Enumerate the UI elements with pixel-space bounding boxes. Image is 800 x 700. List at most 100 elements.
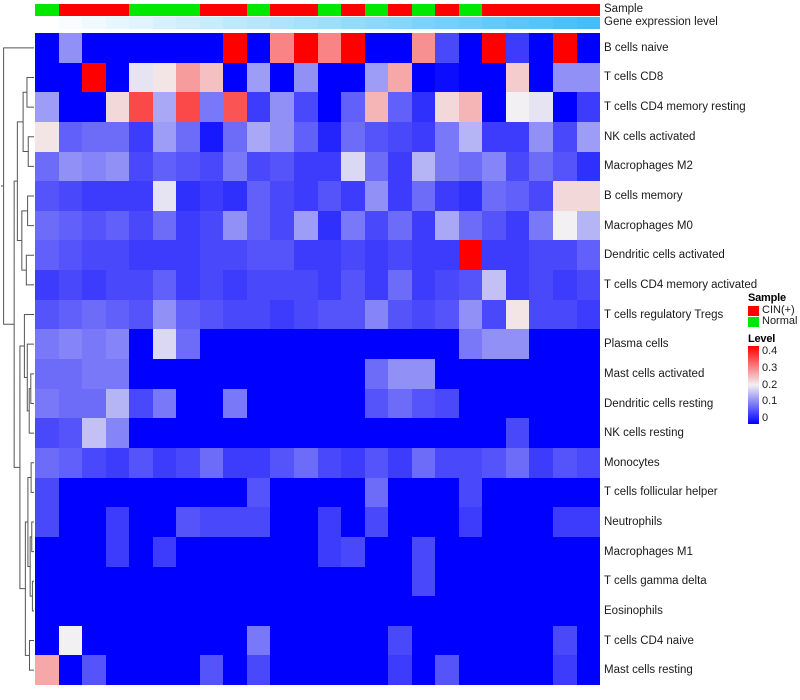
heatmap-cell[interactable] xyxy=(317,536,342,567)
heatmap-cell[interactable] xyxy=(529,359,554,389)
heatmap-cell[interactable] xyxy=(341,270,365,300)
heatmap-cell[interactable] xyxy=(317,210,342,241)
heatmap-cell[interactable] xyxy=(270,151,295,182)
heatmap-cell[interactable] xyxy=(317,151,342,182)
heatmap-cell[interactable] xyxy=(82,270,106,300)
heatmap-cell[interactable] xyxy=(35,210,59,241)
heatmap-cell[interactable] xyxy=(553,388,577,419)
heatmap-cell[interactable] xyxy=(35,477,59,508)
heatmap-cell[interactable] xyxy=(317,655,342,686)
heatmap-cell[interactable] xyxy=(341,447,365,478)
heatmap-cell[interactable] xyxy=(105,121,130,152)
heatmap-cell[interactable] xyxy=(341,359,365,389)
heatmap-cell[interactable] xyxy=(199,655,224,686)
heatmap-cell[interactable] xyxy=(58,418,83,448)
heatmap-cell[interactable] xyxy=(58,329,83,360)
heatmap-cell[interactable] xyxy=(199,181,224,211)
heatmap-cell[interactable] xyxy=(129,151,153,182)
heatmap-cell[interactable] xyxy=(505,507,530,537)
heatmap-cell[interactable] xyxy=(223,655,247,686)
heatmap-cell[interactable] xyxy=(576,418,601,448)
heatmap-cell[interactable] xyxy=(388,121,412,152)
heatmap-cell[interactable] xyxy=(246,151,271,182)
heatmap-cell[interactable] xyxy=(246,536,271,567)
heatmap-cell[interactable] xyxy=(411,596,436,626)
heatmap-cell[interactable] xyxy=(223,418,247,448)
heatmap-cell[interactable] xyxy=(576,151,601,182)
heatmap-cell[interactable] xyxy=(317,121,342,152)
heatmap-cell[interactable] xyxy=(199,596,224,626)
heatmap-cell[interactable] xyxy=(458,625,483,656)
heatmap-cell[interactable] xyxy=(270,388,295,419)
heatmap-cell[interactable] xyxy=(82,240,106,271)
heatmap-cell[interactable] xyxy=(505,33,530,63)
heatmap-cell[interactable] xyxy=(529,388,554,419)
heatmap-cell[interactable] xyxy=(317,447,342,478)
heatmap-cell[interactable] xyxy=(176,92,200,122)
heatmap-cell[interactable] xyxy=(388,477,412,508)
heatmap-cell[interactable] xyxy=(576,447,601,478)
heatmap-cell[interactable] xyxy=(411,566,436,597)
heatmap-cell[interactable] xyxy=(411,359,436,389)
heatmap-cell[interactable] xyxy=(435,359,459,389)
heatmap-cell[interactable] xyxy=(199,151,224,182)
heatmap-cell[interactable] xyxy=(317,625,342,656)
heatmap-cell[interactable] xyxy=(199,447,224,478)
heatmap-cell[interactable] xyxy=(482,655,506,686)
heatmap-cell[interactable] xyxy=(553,596,577,626)
heatmap-cell[interactable] xyxy=(35,151,59,182)
heatmap-cell[interactable] xyxy=(223,477,247,508)
heatmap-cell[interactable] xyxy=(246,655,271,686)
heatmap-cell[interactable] xyxy=(270,240,295,271)
heatmap-cell[interactable] xyxy=(576,121,601,152)
heatmap-cell[interactable] xyxy=(341,655,365,686)
heatmap-cell[interactable] xyxy=(129,210,153,241)
heatmap-cell[interactable] xyxy=(388,33,412,63)
heatmap-cell[interactable] xyxy=(364,329,389,360)
heatmap-cell[interactable] xyxy=(388,566,412,597)
heatmap-cell[interactable] xyxy=(435,418,459,448)
heatmap-cell[interactable] xyxy=(82,181,106,211)
heatmap-cell[interactable] xyxy=(482,566,506,597)
heatmap-cell[interactable] xyxy=(129,507,153,537)
heatmap-cell[interactable] xyxy=(223,359,247,389)
heatmap-cell[interactable] xyxy=(294,566,318,597)
heatmap-cell[interactable] xyxy=(435,299,459,330)
heatmap-cell[interactable] xyxy=(388,625,412,656)
heatmap-cell[interactable] xyxy=(458,388,483,419)
heatmap-cell[interactable] xyxy=(364,33,389,63)
heatmap-cell[interactable] xyxy=(411,536,436,567)
heatmap-cell[interactable] xyxy=(341,329,365,360)
heatmap-cell[interactable] xyxy=(482,181,506,211)
heatmap-cell[interactable] xyxy=(152,299,177,330)
heatmap-cell[interactable] xyxy=(435,210,459,241)
heatmap-cell[interactable] xyxy=(105,270,130,300)
heatmap-cell[interactable] xyxy=(553,270,577,300)
heatmap-cell[interactable] xyxy=(317,62,342,93)
heatmap-cell[interactable] xyxy=(58,240,83,271)
heatmap-cell[interactable] xyxy=(576,536,601,567)
heatmap-cell[interactable] xyxy=(529,507,554,537)
heatmap-cell[interactable] xyxy=(58,299,83,330)
heatmap-cell[interactable] xyxy=(82,447,106,478)
heatmap-cell[interactable] xyxy=(341,121,365,152)
heatmap-cell[interactable] xyxy=(82,655,106,686)
heatmap-cell[interactable] xyxy=(270,655,295,686)
heatmap-cell[interactable] xyxy=(529,477,554,508)
heatmap-cell[interactable] xyxy=(341,151,365,182)
heatmap-cell[interactable] xyxy=(35,536,59,567)
heatmap-cell[interactable] xyxy=(105,33,130,63)
heatmap-cell[interactable] xyxy=(341,477,365,508)
heatmap-cell[interactable] xyxy=(35,181,59,211)
heatmap-cell[interactable] xyxy=(388,270,412,300)
heatmap-cell[interactable] xyxy=(58,655,83,686)
heatmap-cell[interactable] xyxy=(576,329,601,360)
heatmap-cell[interactable] xyxy=(411,625,436,656)
heatmap-cell[interactable] xyxy=(505,62,530,93)
heatmap-cell[interactable] xyxy=(129,536,153,567)
heatmap-cell[interactable] xyxy=(364,92,389,122)
heatmap-cell[interactable] xyxy=(388,418,412,448)
heatmap-cell[interactable] xyxy=(246,447,271,478)
heatmap-cell[interactable] xyxy=(223,507,247,537)
heatmap-cell[interactable] xyxy=(270,418,295,448)
